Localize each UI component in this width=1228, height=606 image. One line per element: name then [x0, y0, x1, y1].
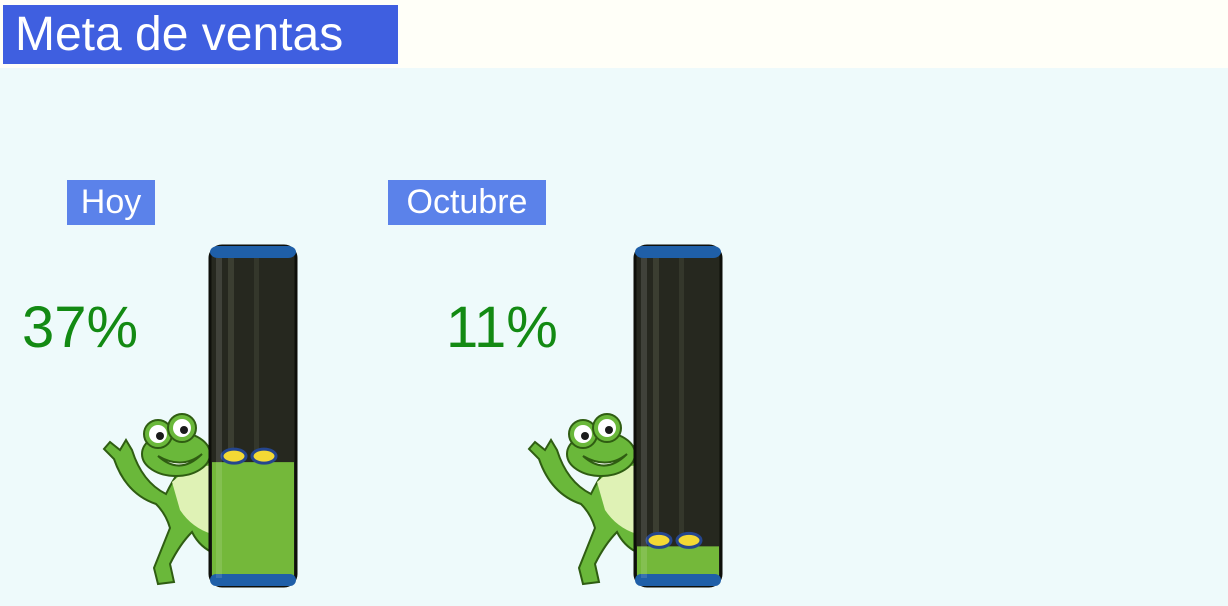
coins-icon — [645, 531, 703, 549]
gauge-graphic-hoy — [102, 244, 298, 588]
frog-mascot-icon — [102, 413, 217, 586]
coins-icon — [220, 447, 278, 465]
gauge-value-octubre: 11% — [446, 295, 558, 360]
gauges-panel: Hoy 37% — [0, 68, 1228, 606]
tube-icon — [208, 244, 298, 588]
gauge-value-hoy: 37% — [22, 295, 139, 360]
frog-mascot-icon — [527, 413, 642, 586]
gauge-graphic-octubre — [527, 244, 723, 588]
gauge-label-octubre: Octubre — [388, 180, 546, 225]
tube-icon — [633, 244, 723, 588]
page-title: Meta de ventas — [3, 5, 398, 64]
gauge-fill-hoy — [212, 462, 294, 582]
gauge-label-hoy: Hoy — [67, 180, 155, 225]
header-bar: Meta de ventas — [0, 0, 1228, 68]
